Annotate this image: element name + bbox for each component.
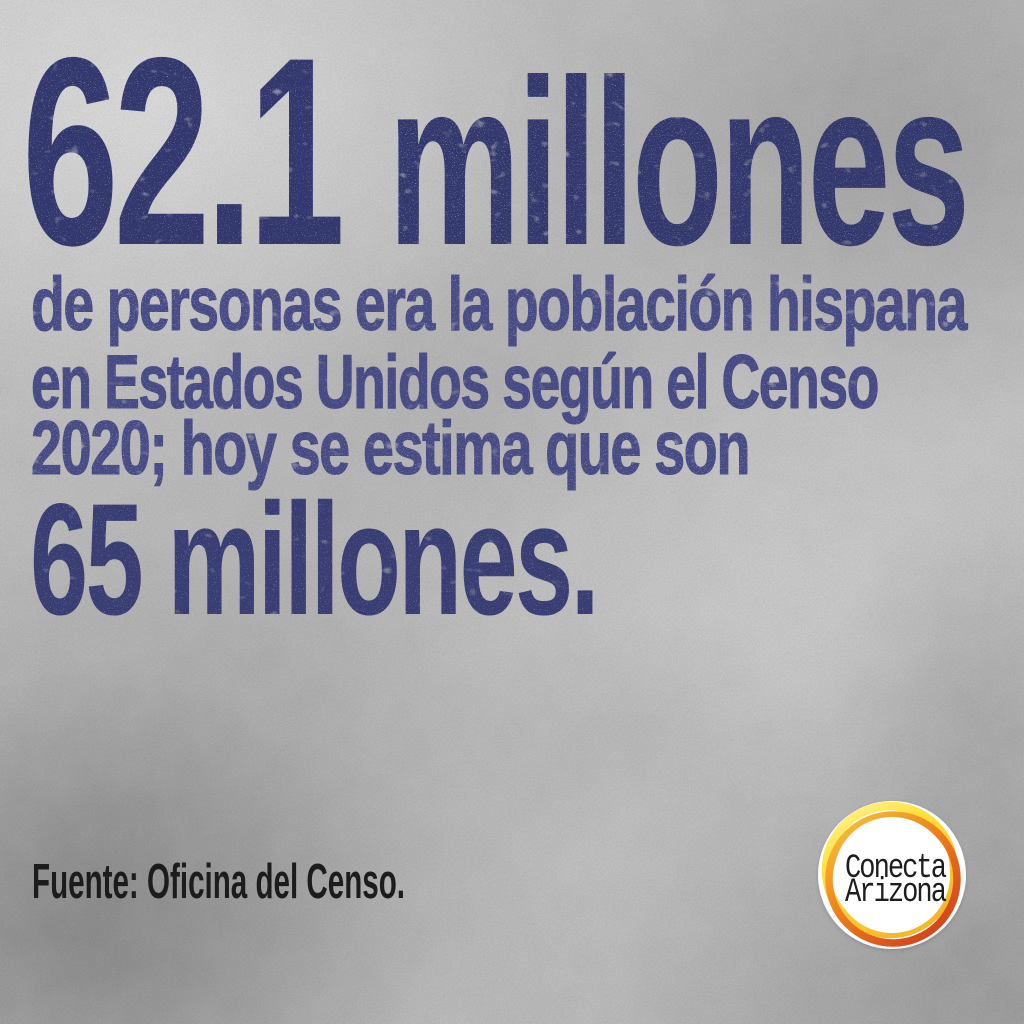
svg-text:Arizona: Arizona bbox=[845, 874, 947, 912]
